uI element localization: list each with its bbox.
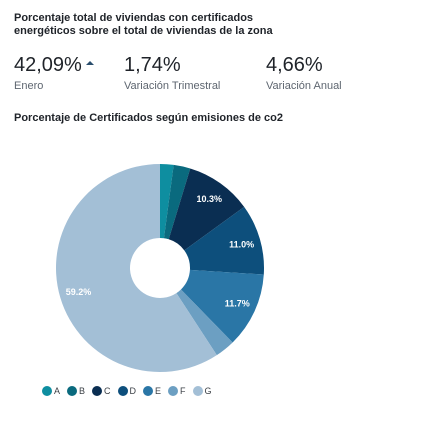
- legend-item-a[interactable]: A: [42, 386, 60, 396]
- legend-marker-b: [67, 386, 78, 396]
- data-label-g: 59.2%: [66, 287, 92, 297]
- stat-monthly-label: Enero: [14, 80, 44, 92]
- data-label-d: 11.0%: [229, 239, 254, 249]
- stat-quarterly-label: Variación Trimestral: [124, 80, 221, 92]
- pie-slice-f[interactable]: [176, 289, 233, 356]
- legend-item-b[interactable]: B: [67, 386, 85, 396]
- legend-item-d[interactable]: D: [117, 386, 137, 396]
- pie-slice-c[interactable]: [168, 168, 245, 251]
- stat-annual-value: 4,66%: [266, 54, 323, 76]
- stat-quarterly-value: 1,74%: [124, 54, 181, 76]
- chart-legend: A B C D E F G: [42, 386, 212, 396]
- pie-slice-a[interactable]: [160, 164, 174, 239]
- legend-item-g[interactable]: G: [192, 386, 212, 396]
- legend-marker-a: [42, 386, 52, 396]
- legend-marker-g: [192, 386, 203, 396]
- legend-item-c[interactable]: C: [92, 386, 111, 396]
- legend-label-a: A: [54, 386, 61, 396]
- legend-item-f[interactable]: F: [168, 386, 186, 396]
- pie-slice-e[interactable]: [180, 269, 264, 343]
- legend-label-g: G: [204, 386, 212, 396]
- legend-item-e[interactable]: E: [143, 386, 161, 396]
- legend-label-d: D: [129, 386, 137, 396]
- data-label-e: 11.7%: [225, 298, 250, 308]
- page-title: Porcentaje total de viviendas con certif…: [14, 12, 273, 37]
- legend-label-b: B: [79, 386, 86, 396]
- stat-annual-label: Variación Anual: [266, 80, 342, 92]
- legend-marker-d: [117, 386, 128, 396]
- legend-marker-e: [143, 386, 154, 396]
- legend-label-e: E: [155, 386, 162, 396]
- pie-slice-b[interactable]: [163, 164, 191, 240]
- data-label-c: 10.3%: [197, 194, 223, 204]
- legend-label-f: F: [180, 386, 186, 396]
- stat-monthly: 42,09% Enero: [14, 54, 94, 93]
- pie-slice-g[interactable]: [55, 164, 217, 372]
- stat-annual: 4,66% Variación Anual: [266, 54, 342, 93]
- stat-monthly-value-row: 42,09%: [14, 54, 94, 76]
- stat-monthly-value: 42,09%: [14, 54, 82, 76]
- legend-label-c: C: [104, 386, 111, 396]
- stat-quarterly: 1,74% Variación Trimestral: [124, 54, 220, 93]
- trend-up-icon: [85, 61, 94, 65]
- pie-slice-d[interactable]: [184, 206, 264, 275]
- legend-marker-f: [168, 386, 179, 396]
- legend-marker-c: [92, 386, 103, 396]
- chart-title: Porcentaje de Certificados según emision…: [14, 112, 283, 124]
